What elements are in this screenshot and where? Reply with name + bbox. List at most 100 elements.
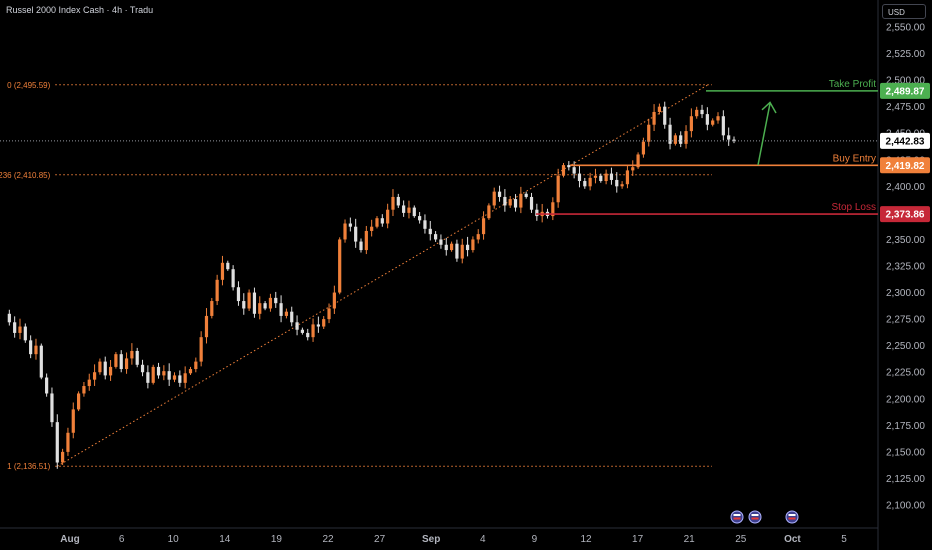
candle bbox=[396, 193, 400, 208]
candle bbox=[124, 352, 129, 374]
candle-body bbox=[66, 432, 70, 452]
candle-body bbox=[55, 422, 59, 463]
candle bbox=[625, 165, 630, 189]
candle-body bbox=[92, 372, 97, 380]
candle-body bbox=[513, 199, 518, 208]
candle-body bbox=[375, 218, 379, 227]
candle bbox=[50, 387, 54, 427]
candle-body bbox=[716, 116, 720, 121]
candle bbox=[167, 363, 171, 386]
candle bbox=[716, 112, 720, 124]
candle bbox=[551, 197, 555, 221]
arrow-head[interactable] bbox=[761, 101, 777, 114]
candle bbox=[556, 168, 560, 208]
candle-body bbox=[588, 177, 592, 187]
candle bbox=[226, 260, 230, 271]
candle bbox=[711, 118, 715, 127]
candle bbox=[455, 239, 459, 262]
trade-levels[interactable]: Take Profit Buy Entry Stop Loss bbox=[0, 79, 878, 215]
fib-level-label: 1 (2,136.51) bbox=[7, 462, 50, 471]
candle bbox=[577, 165, 582, 188]
candle bbox=[156, 362, 161, 379]
trendline-line[interactable] bbox=[57, 84, 709, 467]
candle-body bbox=[663, 106, 667, 125]
candle-body bbox=[402, 205, 406, 213]
event-flag-icon[interactable] bbox=[748, 510, 762, 524]
price-axis[interactable]: 2,550.002,525.002,500.002,475.002,450.00… bbox=[880, 23, 930, 512]
candle bbox=[210, 297, 214, 319]
candle-body bbox=[732, 139, 736, 141]
event-flag-icon[interactable] bbox=[785, 510, 799, 524]
candle bbox=[162, 365, 166, 381]
candle-body bbox=[71, 409, 75, 433]
candle-body bbox=[465, 244, 470, 251]
candle-body bbox=[647, 124, 651, 142]
candle bbox=[7, 309, 11, 326]
arrow-shaft[interactable] bbox=[757, 103, 771, 166]
candle-body bbox=[727, 135, 731, 140]
take-profit-price-box[interactable]: 2,489.87 bbox=[880, 82, 930, 99]
trendline[interactable] bbox=[57, 84, 709, 467]
candle-body bbox=[535, 209, 539, 217]
time-tick-label: Oct bbox=[784, 534, 801, 545]
candle bbox=[487, 203, 491, 220]
candle bbox=[407, 200, 411, 219]
candle bbox=[620, 181, 624, 189]
candle-body bbox=[407, 207, 411, 213]
candle-body bbox=[258, 303, 262, 314]
last-price-box[interactable]: 2,442.83 bbox=[880, 132, 930, 149]
candle-body bbox=[300, 329, 304, 333]
candle-body bbox=[156, 366, 161, 376]
stop-loss-price-box-bg bbox=[880, 206, 930, 223]
candle bbox=[540, 203, 544, 223]
candle bbox=[13, 316, 17, 338]
economic-events[interactable] bbox=[730, 510, 799, 524]
candle bbox=[593, 168, 598, 184]
candle-body bbox=[322, 319, 326, 327]
time-tick-label: 19 bbox=[271, 534, 283, 545]
candle bbox=[497, 185, 502, 202]
candle bbox=[481, 211, 486, 240]
fibonacci-retracement[interactable]: 0 (2,495.59) 0.236 (2,410.85) 1 (2,136.51) bbox=[0, 81, 712, 471]
candle-body bbox=[140, 364, 145, 373]
candle-body bbox=[657, 106, 662, 112]
candle bbox=[220, 255, 225, 286]
candle bbox=[231, 265, 235, 291]
candle bbox=[23, 323, 27, 343]
stop-loss-price-box[interactable]: 2,373.86 bbox=[880, 206, 930, 223]
currency-button[interactable]: USD bbox=[882, 4, 926, 19]
candle bbox=[295, 315, 299, 336]
candle-body bbox=[567, 165, 571, 168]
candle-body bbox=[332, 292, 336, 309]
event-flag-stripe bbox=[733, 517, 741, 520]
candle bbox=[370, 219, 374, 237]
candle bbox=[572, 161, 576, 179]
candle bbox=[460, 238, 464, 264]
candle bbox=[247, 289, 251, 311]
candle-body bbox=[263, 303, 267, 309]
buy-entry-price-box-text: 2,419.82 bbox=[886, 161, 925, 172]
price-tick-label: 2,400.00 bbox=[886, 182, 925, 193]
time-axis[interactable]: Aug 6 10 14 19 22 27 Sep 4 9 12 17 21 25 Oct 5 bbox=[60, 534, 847, 545]
candle bbox=[82, 381, 86, 397]
candle bbox=[39, 343, 43, 380]
buy-entry-price-box[interactable]: 2,419.82 bbox=[880, 157, 930, 174]
candle-body bbox=[524, 193, 528, 197]
candle-body bbox=[194, 361, 198, 370]
candle-body bbox=[172, 375, 177, 380]
event-flag-icon[interactable] bbox=[730, 510, 744, 524]
candle-body bbox=[34, 345, 38, 355]
candle bbox=[18, 318, 22, 340]
candle bbox=[55, 414, 59, 469]
candle bbox=[535, 203, 539, 221]
candle bbox=[66, 427, 70, 456]
take-profit-label: Take Profit bbox=[829, 79, 876, 90]
projection-arrow[interactable] bbox=[757, 101, 777, 166]
candle bbox=[513, 194, 518, 212]
candle bbox=[492, 187, 496, 209]
candle-body bbox=[503, 196, 507, 206]
candle-body bbox=[247, 292, 251, 309]
candle-body bbox=[444, 244, 448, 251]
candle-body bbox=[391, 196, 395, 210]
